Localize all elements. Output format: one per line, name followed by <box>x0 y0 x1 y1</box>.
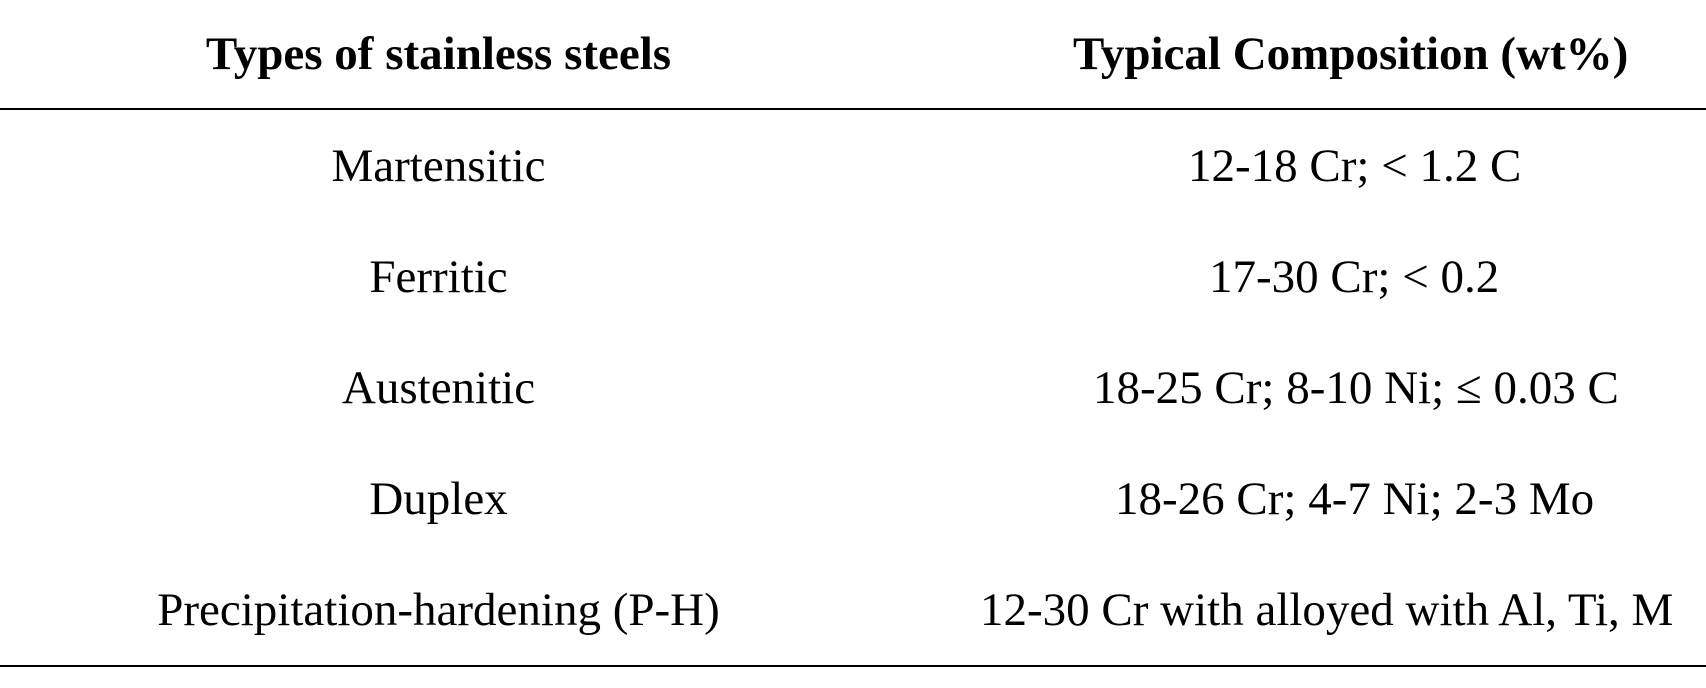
table-row: Martensitic 12-18 Cr; < 1.2 C <box>0 109 1706 221</box>
steel-type-cell: Austenitic <box>341 361 536 414</box>
composition-value: 17-30 Cr; < 0.2 <box>1209 250 1500 303</box>
composition-value: 12-18 Cr; < 1.2 C <box>1188 139 1522 192</box>
steel-type-cell: Ferritic <box>369 250 508 303</box>
steel-type-cell: Duplex <box>369 472 508 525</box>
header-typical-composition: Typical Composition (wt%) <box>877 0 1706 110</box>
composition-value: 12-30 Cr with alloyed with Al, Ti, M <box>980 583 1674 636</box>
composition-value: 18-26 Cr; 4-7 Ni; 2-3 Mo <box>1115 472 1595 525</box>
table-row: Ferritic 17-30 Cr; < 0.2 <box>0 221 1706 332</box>
composition-cell: 18-25 Cr; 8-10 Ni; ≤ 0.03 C <box>877 332 1706 443</box>
table-row: Austenitic 18-25 Cr; 8-10 Ni; ≤ 0.03 C <box>0 332 1706 443</box>
composition-value: 18-25 Cr; 8-10 Ni; ≤ 0.03 C <box>1093 361 1619 414</box>
table-row: Precipitation-hardening (P-H) 12-30 Cr w… <box>0 554 1706 667</box>
stainless-steel-composition-table: Types of stainless steels Typical Compos… <box>0 0 1706 667</box>
steel-type-cell: Precipitation-hardening (P-H) <box>0 554 877 667</box>
composition-cell: 17-30 Cr; < 0.2 <box>877 221 1706 332</box>
header-typical-composition-label: Typical Composition (wt%) <box>1073 28 1629 80</box>
steel-type-cell: Martensitic <box>331 139 546 192</box>
header-steel-type: Types of stainless steels <box>0 0 877 110</box>
composition-cell: 18-26 Cr; 4-7 Ni; 2-3 Mo <box>877 443 1706 554</box>
composition-cell: 12-18 Cr; < 1.2 C <box>877 109 1706 221</box>
composition-cell: 12-30 Cr with alloyed with Al, Ti, M <box>877 554 1706 667</box>
table-row: Duplex 18-26 Cr; 4-7 Ni; 2-3 Mo <box>0 443 1706 554</box>
table-header-row: Types of stainless steels Typical Compos… <box>0 0 1706 110</box>
